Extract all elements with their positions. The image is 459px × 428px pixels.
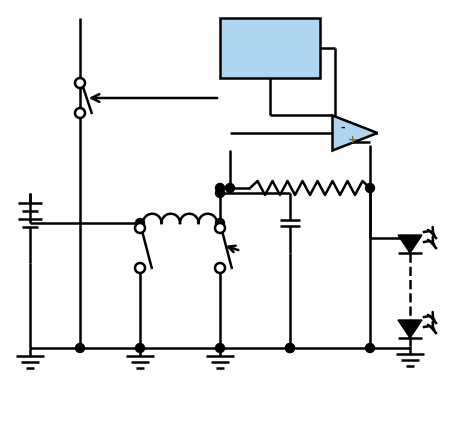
Circle shape	[75, 108, 85, 118]
Bar	[219, 18, 319, 78]
Text: +: +	[347, 135, 357, 145]
Circle shape	[215, 219, 224, 228]
Circle shape	[214, 263, 224, 273]
Polygon shape	[332, 116, 377, 151]
Circle shape	[75, 78, 85, 88]
Circle shape	[215, 184, 224, 193]
Circle shape	[135, 219, 144, 228]
Circle shape	[285, 344, 294, 353]
Polygon shape	[397, 235, 421, 253]
Circle shape	[365, 184, 374, 193]
Circle shape	[75, 344, 84, 353]
Circle shape	[134, 223, 145, 233]
Circle shape	[365, 344, 374, 353]
Circle shape	[134, 263, 145, 273]
Polygon shape	[397, 320, 421, 338]
Circle shape	[215, 344, 224, 353]
Circle shape	[285, 344, 294, 353]
Text: -: -	[340, 123, 345, 133]
Circle shape	[225, 184, 234, 193]
Circle shape	[214, 223, 224, 233]
Circle shape	[135, 344, 144, 353]
Circle shape	[215, 188, 224, 197]
